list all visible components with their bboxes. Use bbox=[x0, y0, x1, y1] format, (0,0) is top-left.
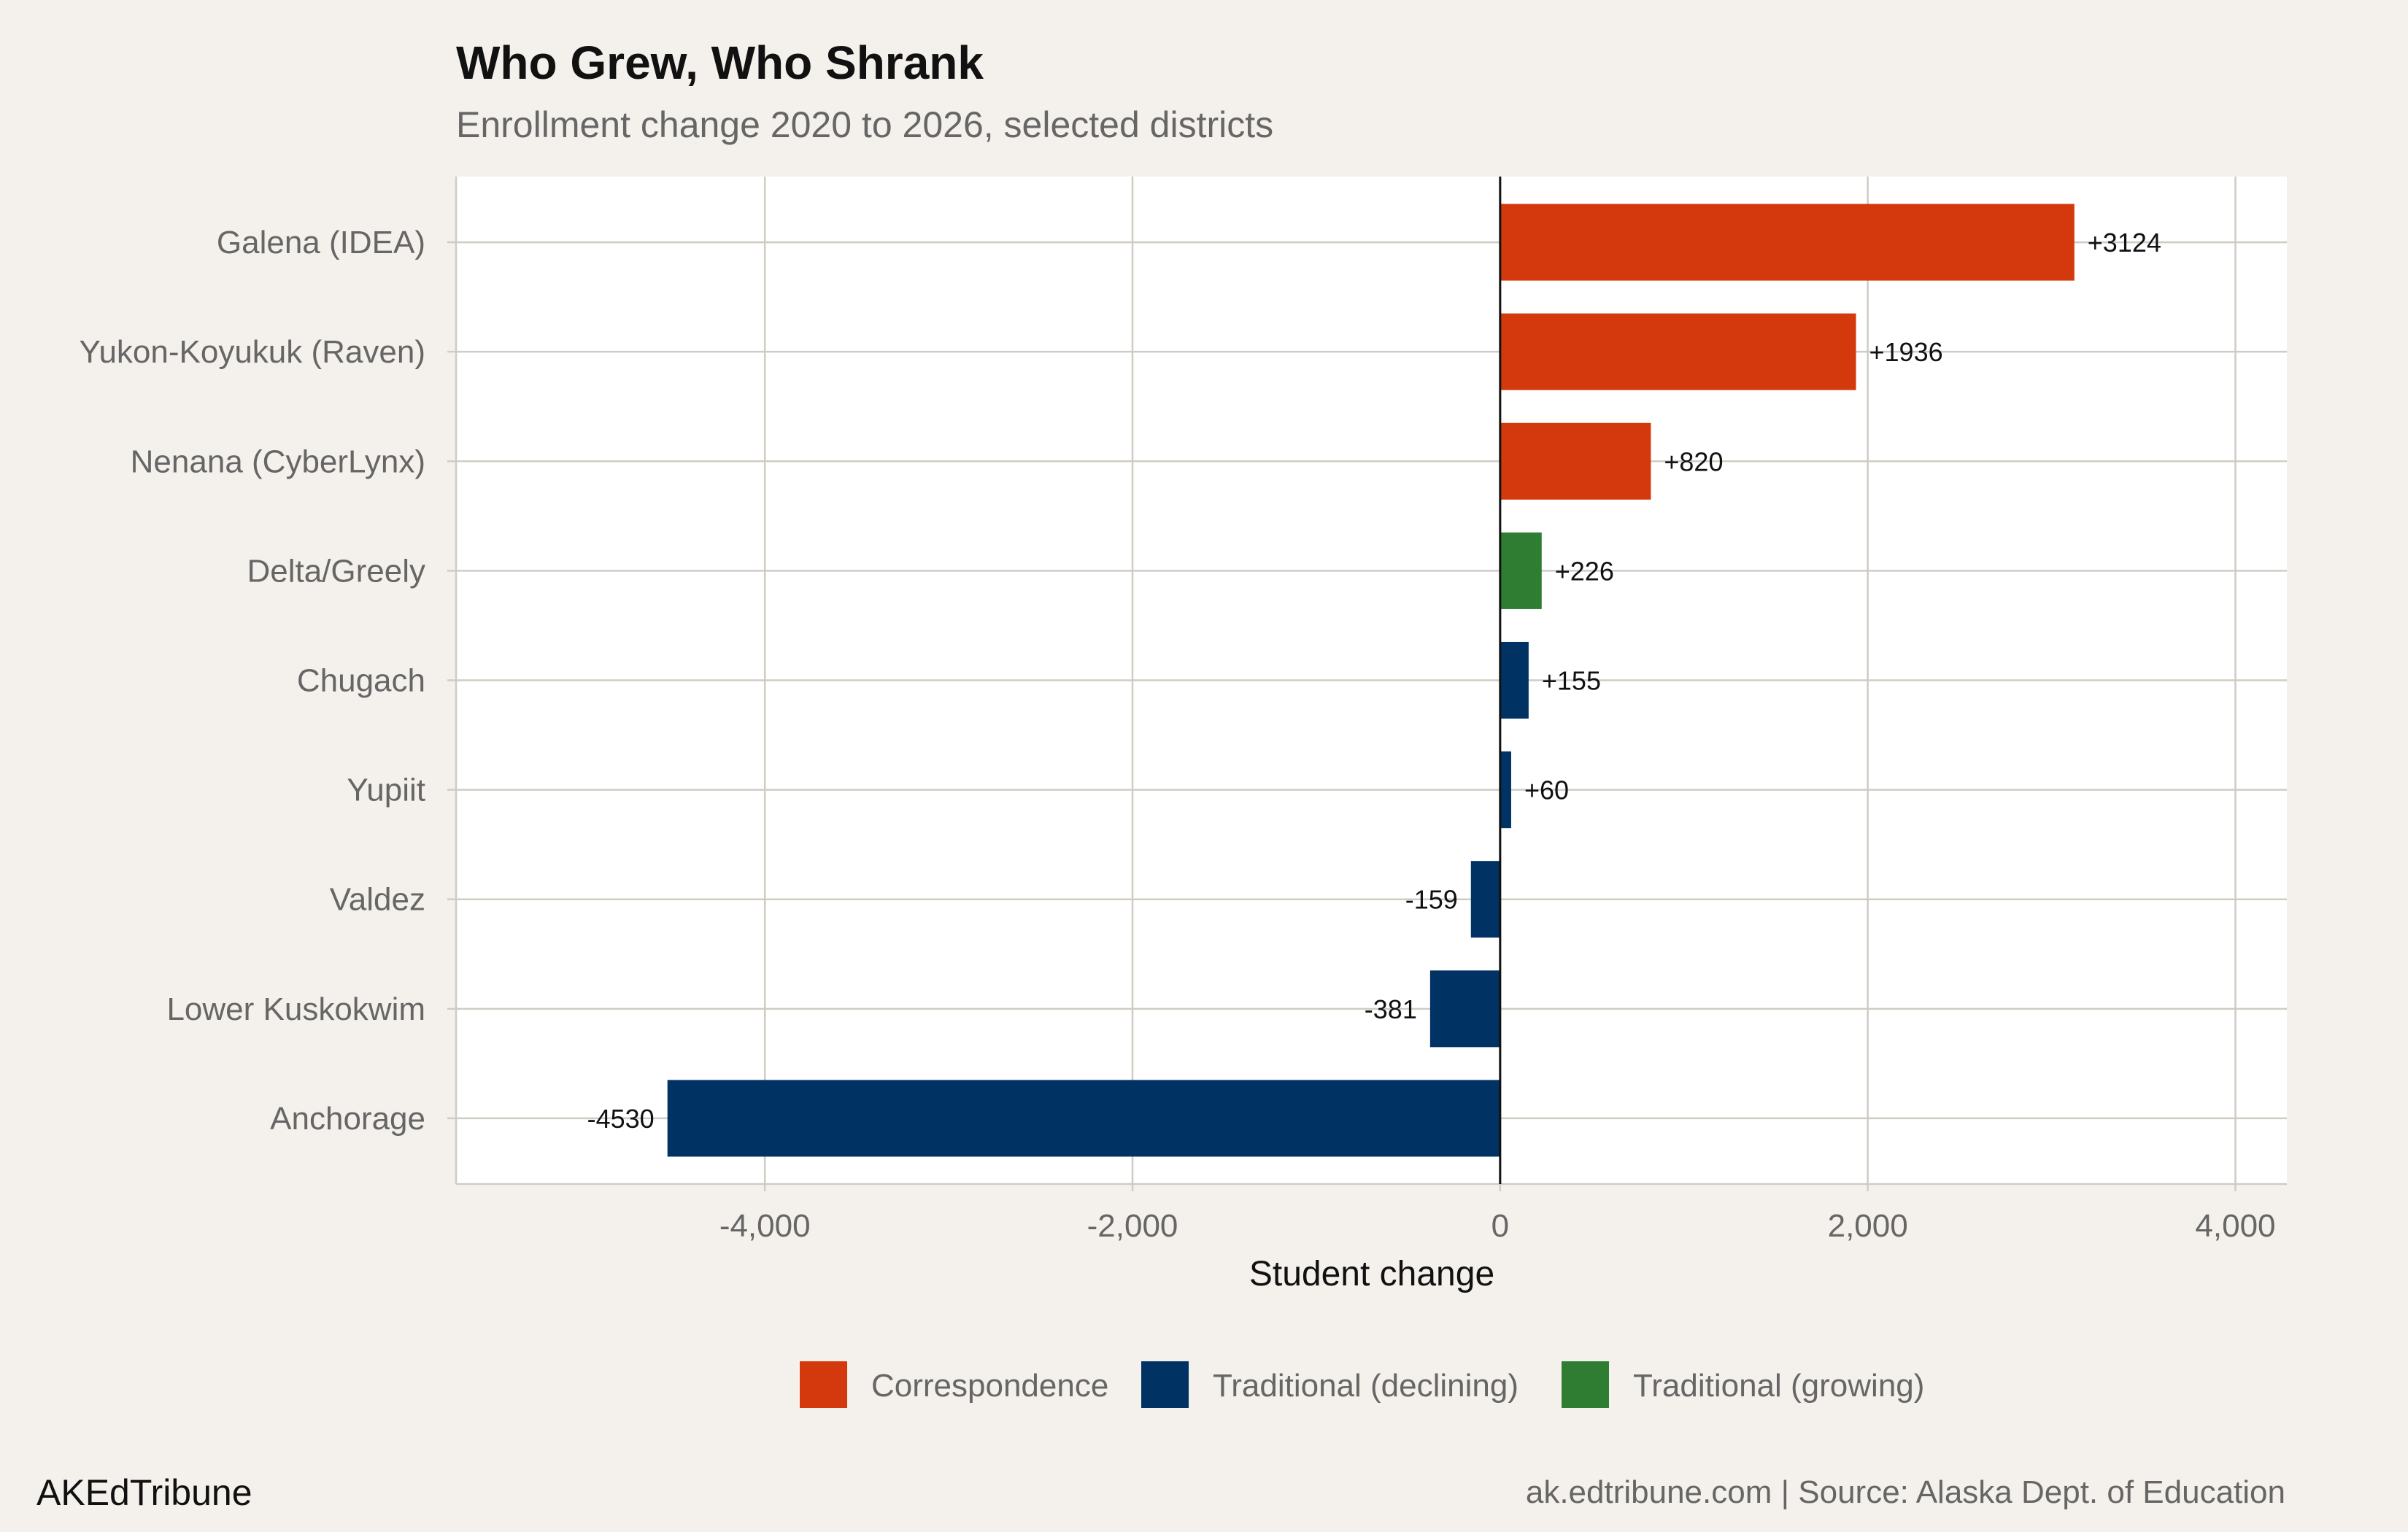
data-label: +1936 bbox=[1869, 337, 1943, 367]
data-label: +3124 bbox=[2088, 228, 2161, 258]
chart-title: Who Grew, Who Shrank bbox=[456, 36, 984, 89]
bar bbox=[1500, 422, 1651, 500]
y-tick-label: Valdez bbox=[330, 882, 425, 918]
bar bbox=[667, 1080, 1500, 1157]
data-label: +155 bbox=[1542, 666, 1601, 696]
x-tick-label: 4,000 bbox=[2195, 1208, 2275, 1244]
y-tick-label: Galena (IDEA) bbox=[217, 225, 425, 260]
bar bbox=[1500, 204, 2075, 281]
bar bbox=[1470, 861, 1500, 938]
legend-swatch bbox=[1141, 1361, 1189, 1408]
x-tick-label: 0 bbox=[1492, 1208, 1509, 1244]
x-axis-label: Student change bbox=[1249, 1255, 1494, 1293]
data-label: -4530 bbox=[587, 1104, 655, 1134]
y-tick-label: Yupiit bbox=[347, 773, 425, 808]
legend-label: Traditional (growing) bbox=[1633, 1368, 1924, 1404]
chart-subtitle: Enrollment change 2020 to 2026, selected… bbox=[456, 104, 1273, 145]
y-tick-label: Lower Kuskokwim bbox=[166, 991, 425, 1027]
bar bbox=[1500, 532, 1542, 609]
legend-label: Correspondence bbox=[871, 1368, 1108, 1404]
y-tick-label: Anchorage bbox=[270, 1101, 425, 1137]
bar bbox=[1500, 641, 1529, 719]
x-tick-label: -4,000 bbox=[719, 1208, 811, 1244]
y-tick-label: Chugach bbox=[297, 663, 425, 699]
y-tick-label: Yukon-Koyukuk (Raven) bbox=[80, 334, 425, 370]
data-label: -159 bbox=[1405, 885, 1458, 915]
source-caption: ak.edtribune.com | Source: Alaska Dept. … bbox=[1526, 1474, 2285, 1510]
x-tick-label: -2,000 bbox=[1087, 1208, 1178, 1244]
data-label: +226 bbox=[1555, 556, 1614, 586]
data-label: -381 bbox=[1365, 994, 1417, 1024]
bar bbox=[1429, 970, 1500, 1048]
y-tick-label: Nenana (CyberLynx) bbox=[131, 444, 425, 479]
legend-swatch bbox=[1562, 1361, 1609, 1408]
legend-swatch bbox=[800, 1361, 847, 1408]
data-label: +60 bbox=[1524, 775, 1569, 805]
legend-label: Traditional (declining) bbox=[1213, 1368, 1518, 1404]
data-label: +820 bbox=[1664, 446, 1723, 476]
x-tick-label: 2,000 bbox=[1828, 1208, 1908, 1244]
bar bbox=[1500, 751, 1511, 829]
bar bbox=[1500, 313, 1856, 390]
y-tick-label: Delta/Greely bbox=[247, 553, 425, 589]
brand-logo-text: AKEdTribune bbox=[36, 1472, 252, 1513]
